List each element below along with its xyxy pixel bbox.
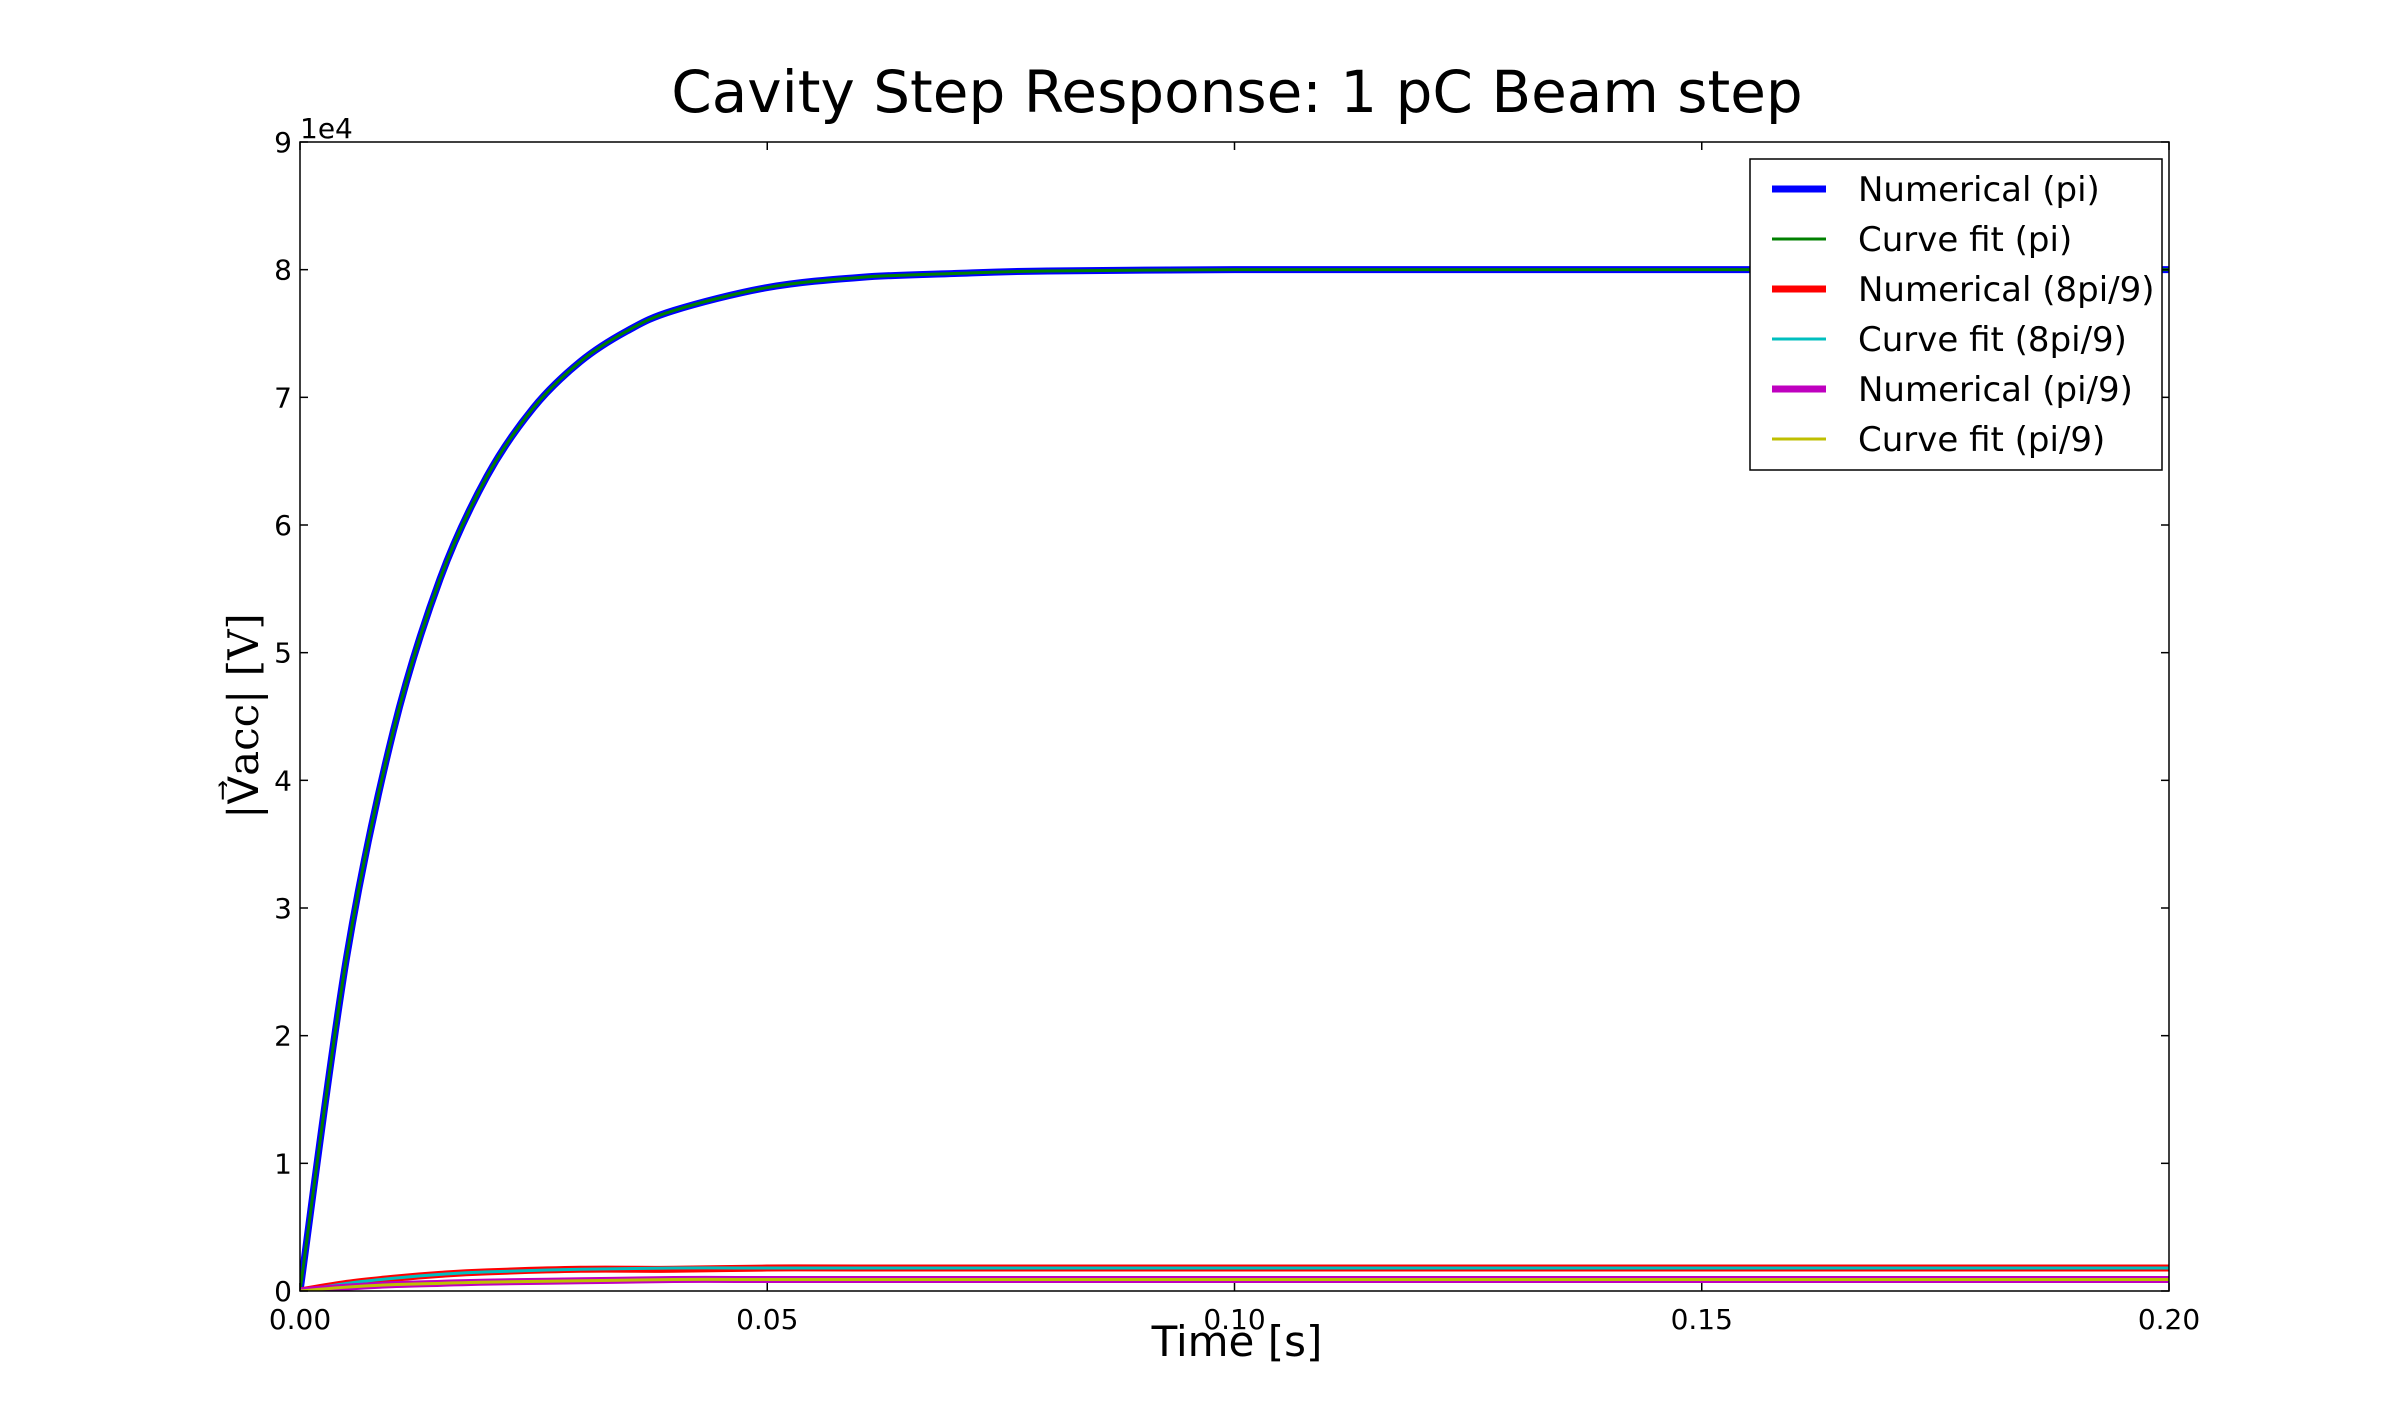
x-tick-label: 0.05: [736, 1303, 798, 1336]
y-tick-label: 3: [274, 892, 292, 925]
y-axis-label: |V⃗acc| [V]: [218, 613, 268, 819]
chart-title: Cavity Step Response: 1 pC Beam step: [671, 58, 1803, 126]
y-tick-label: 9: [274, 126, 292, 159]
y-tick-label: 8: [274, 254, 292, 287]
legend-entry-1: Numerical (pi): [1858, 170, 2100, 210]
legend-entry-2: Curve fit (pi): [1858, 220, 2072, 260]
series-line-6: [300, 1277, 2169, 1291]
legend-entry-5: Numerical (pi/9): [1858, 370, 2133, 410]
legend-entry-6: Curve fit (pi/9): [1858, 420, 2105, 460]
legend-box: [1749, 158, 2163, 471]
y-axis: 0 1 2 3 4 5 6 7 8 9: [274, 126, 2169, 1308]
y-tick-label: 7: [274, 381, 292, 414]
x-tick-label: 0.00: [269, 1303, 331, 1336]
x-axis-label: Time [s]: [1151, 1317, 1323, 1366]
y-tick-label: 5: [274, 637, 292, 670]
y-tick-label: 6: [274, 509, 292, 542]
y-offset-label: 1e4: [300, 112, 353, 145]
y-tick-label: 4: [274, 764, 292, 797]
x-tick-label: 0.10: [1203, 1303, 1265, 1336]
y-tick-label: 1: [274, 1147, 292, 1180]
series-group: [300, 266, 2169, 1291]
series-line-2: [300, 268, 2169, 1291]
series-line-4: [300, 1266, 2169, 1291]
x-tick-label: 0.20: [2138, 1303, 2200, 1336]
y-tick-label: 2: [274, 1020, 292, 1053]
plot-area: [300, 266, 2169, 1291]
y-tick-label: 0: [274, 1275, 292, 1308]
legend-entry-4: Curve fit (8pi/9): [1858, 320, 2127, 360]
x-axis: 0.00 0.05 0.10 0.15 0.20: [269, 142, 2200, 1336]
legend: Numerical (pi) Curve fit (pi) Numerical (8…: [1749, 158, 2163, 471]
legend-entry-3: Numerical (8pi/9): [1858, 270, 2155, 310]
x-tick-label: 0.15: [1671, 1303, 1733, 1336]
